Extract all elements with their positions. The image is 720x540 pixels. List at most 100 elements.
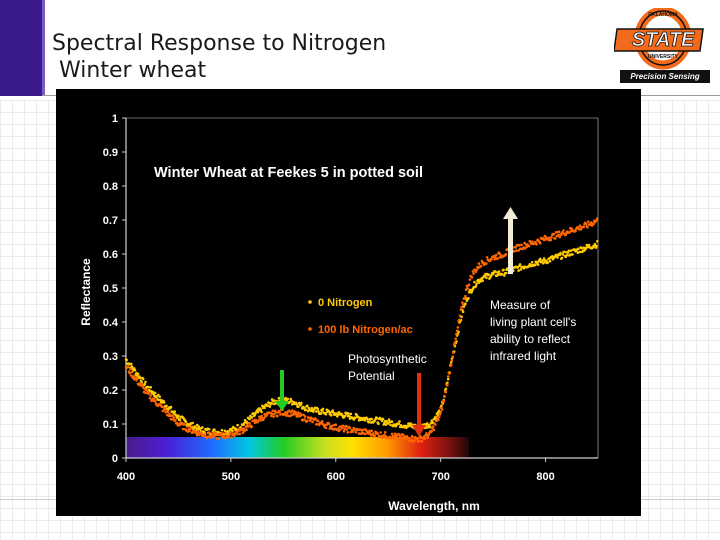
series-0-nitrogen-point	[321, 407, 325, 411]
series-100-nitrogen-point	[217, 437, 221, 441]
series-100-nitrogen-point	[316, 419, 320, 423]
series-0-nitrogen-point	[425, 424, 428, 427]
series-100-nitrogen-point	[397, 432, 401, 436]
series-100-nitrogen-point	[539, 242, 542, 245]
y-tick-labels: 0 0.1 0.2 0.3 0.4 0.5 0.6 0.7 0.8 0.9 1	[103, 113, 126, 465]
series-0-nitrogen-point	[487, 273, 490, 276]
series-0-nitrogen-point	[319, 412, 323, 415]
series-0-nitrogen-point	[173, 410, 176, 413]
y-tick-label: 0.8	[103, 181, 118, 193]
series-0-nitrogen-point	[263, 406, 266, 410]
series-0-nitrogen-point	[324, 413, 328, 416]
series-100-nitrogen-point	[562, 229, 565, 232]
series-100-nitrogen-point	[302, 413, 305, 417]
series-100-nitrogen-point	[463, 296, 466, 300]
series-100-nitrogen-point	[272, 415, 275, 418]
series-100-nitrogen-point	[368, 429, 371, 433]
series-0-nitrogen-point	[286, 397, 290, 401]
series-0-nitrogen-point	[467, 297, 470, 300]
series-0-nitrogen-point	[502, 268, 505, 272]
series-0-nitrogen-point	[250, 416, 254, 419]
series-100-nitrogen-point	[345, 424, 348, 428]
series-0-nitrogen-point	[130, 365, 134, 368]
series-100-nitrogen-point	[518, 243, 521, 247]
series-0-nitrogen-point	[349, 412, 353, 416]
series-100-nitrogen-point	[470, 276, 474, 279]
data-series	[124, 217, 599, 443]
arrows	[275, 207, 518, 437]
series-0-nitrogen-point	[143, 382, 146, 386]
series-0-nitrogen-point	[198, 428, 202, 431]
reflectance-chart: 0 0.1 0.2 0.3 0.4 0.5 0.6 0.7 0.8 0.9 1 400 500 600 7…	[79, 113, 599, 513]
annotation-infrared-line-2: living plant cell's	[490, 315, 576, 329]
x-tick-label: 800	[536, 471, 554, 483]
series-100-nitrogen-point	[262, 416, 266, 420]
series-0-nitrogen-point	[503, 274, 506, 277]
series-100-nitrogen-point	[499, 253, 502, 256]
series-100-nitrogen-point	[318, 423, 321, 427]
series-0-nitrogen-point	[290, 399, 293, 403]
series-0-nitrogen-point	[248, 417, 251, 421]
series-100-nitrogen-point	[129, 367, 132, 371]
annotation-infrared: Measure of living plant cell's ability t…	[490, 298, 580, 363]
series-100-nitrogen-point	[357, 432, 361, 435]
series-100-nitrogen-point	[248, 421, 251, 425]
series-0-nitrogen-point	[316, 407, 320, 411]
series-100-nitrogen-point	[230, 436, 233, 439]
series-100-nitrogen-point	[189, 427, 193, 430]
series-0-nitrogen-point	[428, 425, 432, 429]
series-0-nitrogen-point	[559, 251, 562, 255]
series-0-nitrogen-point	[440, 404, 443, 408]
series-100-nitrogen-point	[153, 397, 156, 400]
series-100-nitrogen-point	[512, 250, 516, 253]
series-0-nitrogen-point	[220, 428, 224, 432]
series-100-nitrogen-point	[464, 294, 467, 298]
red-arrow-shaft	[417, 373, 421, 428]
annotation-photosynthetic-line-1: Photosynthetic	[348, 352, 427, 366]
white-arrow-shaft	[508, 217, 513, 274]
series-100-nitrogen-point	[265, 414, 269, 417]
series-0-nitrogen-point	[377, 422, 380, 426]
series-100-nitrogen-point	[148, 396, 152, 400]
series-100-nitrogen-point	[354, 431, 358, 434]
series-100-nitrogen-point	[383, 431, 387, 434]
series-100-nitrogen-point	[466, 287, 469, 290]
series-0-nitrogen-point	[144, 380, 147, 384]
series-100-nitrogen-point	[371, 432, 375, 435]
series-100-nitrogen-point	[417, 439, 421, 443]
series-100-nitrogen-point	[135, 376, 139, 380]
series-100-nitrogen-point	[345, 428, 349, 431]
series-100-nitrogen-point	[467, 283, 471, 287]
annotation-photosynthetic: Photosynthetic Potential	[348, 352, 430, 383]
series-100-nitrogen-point	[250, 425, 254, 428]
series-0-nitrogen-point	[306, 404, 309, 408]
green-arrow-shaft	[280, 370, 284, 403]
y-tick-label: 1	[112, 113, 118, 125]
series-0-nitrogen-point	[577, 247, 580, 250]
series-0-nitrogen-point	[330, 414, 333, 417]
series-0-nitrogen-point	[169, 405, 173, 409]
series-0-nitrogen-point	[475, 282, 478, 286]
series-100-nitrogen-point	[215, 437, 218, 440]
series-0-nitrogen-point	[541, 259, 544, 262]
series-0-nitrogen-point	[595, 244, 598, 248]
series-100-nitrogen-point	[186, 425, 189, 428]
series-100-nitrogen-point	[560, 233, 563, 237]
series-0-nitrogen-point	[321, 409, 324, 413]
y-tick-label: 0.5	[103, 283, 118, 295]
series-100-nitrogen-point	[472, 272, 475, 275]
series-100-nitrogen-point	[341, 426, 344, 430]
series-100-nitrogen-point	[479, 264, 483, 268]
series-100-nitrogen-point	[494, 253, 498, 257]
series-0-nitrogen-point	[516, 266, 520, 269]
series-0-nitrogen-point	[363, 419, 367, 422]
series-100-nitrogen-point	[446, 383, 449, 387]
white-arrow-head	[503, 207, 518, 219]
series-100-nitrogen-point	[207, 431, 211, 434]
series-100-nitrogen-point	[153, 399, 157, 403]
annotation-infrared-line-1: Measure of	[490, 298, 551, 312]
series-0-nitrogen-point	[347, 412, 350, 415]
series-0-nitrogen-point	[566, 253, 569, 257]
series-100-nitrogen-point	[468, 278, 472, 281]
series-0-nitrogen-point	[191, 421, 194, 425]
